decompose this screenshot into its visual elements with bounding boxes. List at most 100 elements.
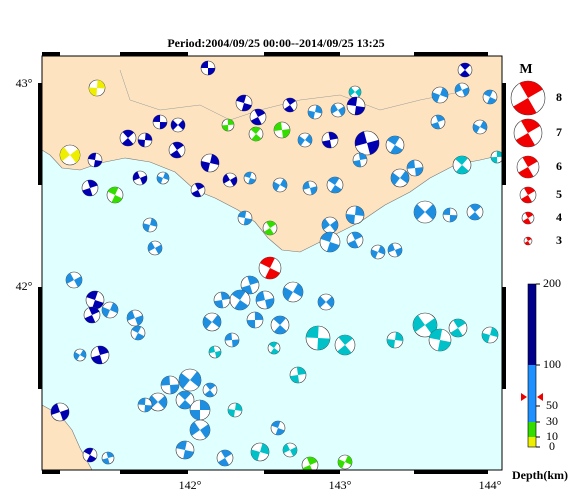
depth-label: 50 [546, 398, 558, 412]
focal-quadrant [282, 443, 298, 457]
focal-quadrant [283, 283, 304, 301]
focal-quadrant [241, 276, 259, 295]
focal-quadrant [290, 367, 306, 383]
focal-quadrant [66, 272, 82, 288]
focal-quadrant [483, 89, 497, 104]
focal-quadrant [244, 172, 256, 184]
focal-quadrant [138, 398, 152, 412]
focal-quadrant [201, 61, 215, 75]
depth-label: 10 [546, 429, 558, 443]
focal-quadrant [214, 291, 230, 308]
focal-quadrant [459, 63, 471, 77]
focal-quadrant [107, 187, 123, 203]
lon-label: 142° [179, 478, 202, 492]
frame-tick [120, 52, 188, 56]
focal-quadrant [250, 109, 266, 125]
focal-quadrant [256, 291, 274, 309]
focal-quadrant [443, 208, 457, 222]
focal-quadrant [353, 152, 367, 167]
focal-quadrant [482, 327, 498, 343]
focal-quadrant [200, 154, 219, 172]
frame-tick [264, 52, 340, 56]
focal-quadrant [178, 391, 192, 410]
depth-title: Depth(km) [512, 468, 568, 482]
lon-label: 144° [479, 478, 502, 492]
focal-quadrant [60, 147, 80, 163]
focal-quadrant [513, 81, 543, 116]
focal-quadrant [307, 105, 323, 119]
focal-quadrant [432, 87, 448, 103]
focal-quadrant [133, 171, 147, 185]
focal-quadrant [413, 315, 438, 335]
depth-band [528, 365, 536, 422]
focal-quadrant [298, 134, 312, 146]
focal-quadrant [225, 333, 239, 347]
frame-tick [120, 470, 188, 474]
frame-tick [502, 83, 506, 185]
focal-quadrant [83, 448, 97, 462]
focal-quadrant [82, 180, 98, 196]
focal-quadrant [524, 237, 532, 245]
focal-quadrant [450, 318, 466, 338]
focal-quadrant [431, 115, 445, 130]
focal-quadrant [271, 421, 285, 435]
lat-label: 43° [16, 76, 33, 90]
depth-label: 200 [543, 276, 561, 290]
focal-quadrant [190, 421, 210, 439]
depth-label: 0 [549, 439, 555, 453]
focal-quadrant [387, 332, 403, 348]
focal-quadrant [251, 443, 269, 461]
frame-tick [414, 470, 488, 474]
focal-quadrant [347, 232, 363, 248]
focal-quadrant [161, 376, 180, 394]
focal-quadrant [148, 241, 163, 255]
magnitude-label: 5 [556, 187, 562, 201]
focal-quadrant [303, 181, 318, 195]
magnitude-label: 8 [556, 90, 562, 104]
focal-quadrant [222, 119, 234, 131]
focal-quadrant [414, 204, 436, 220]
focal-quadrant [455, 155, 469, 174]
depth-marker [521, 393, 543, 401]
focal-quadrant [491, 151, 503, 163]
focal-quadrant [429, 328, 451, 351]
frame-tick [502, 287, 506, 389]
focal-quadrant [355, 131, 379, 155]
magnitude-label: 4 [556, 210, 562, 224]
focal-quadrant [208, 346, 221, 358]
focal-quadrant [273, 178, 288, 192]
focal-quadrant [284, 97, 296, 113]
frame-tick [414, 52, 488, 56]
focal-quadrant [371, 245, 386, 259]
lon-label: 143° [329, 478, 352, 492]
focal-quadrant [473, 120, 487, 134]
land-hokkaido [41, 55, 503, 253]
focal-quadrant [176, 441, 194, 459]
focal-quadrant [391, 170, 409, 186]
focal-quadrant [273, 316, 287, 334]
focal-quadrant [203, 314, 222, 330]
focal-quadrant [346, 206, 364, 224]
frame-tick [38, 287, 42, 389]
lat-label: 42° [16, 279, 33, 293]
frame-tick [38, 83, 42, 185]
frame-tick [264, 470, 340, 474]
focal-quadrant [127, 310, 144, 326]
focal-quadrant [388, 243, 402, 257]
focal-quadrant [320, 232, 340, 252]
depth-label: 30 [546, 414, 558, 428]
focal-quadrant [521, 187, 535, 204]
focal-quadrant [84, 307, 100, 323]
focal-quadrant [142, 218, 157, 232]
focal-quadrant [515, 119, 541, 147]
focal-quadrant [91, 346, 109, 365]
focal-quadrant [157, 172, 169, 184]
frame-tick [42, 52, 60, 56]
focal-quadrant [50, 403, 69, 421]
focal-quadrant [330, 103, 345, 117]
focal-quadrant [338, 455, 353, 469]
depth-band [528, 284, 536, 365]
focal-quadrant [88, 153, 102, 167]
focal-quadrant [231, 290, 249, 311]
